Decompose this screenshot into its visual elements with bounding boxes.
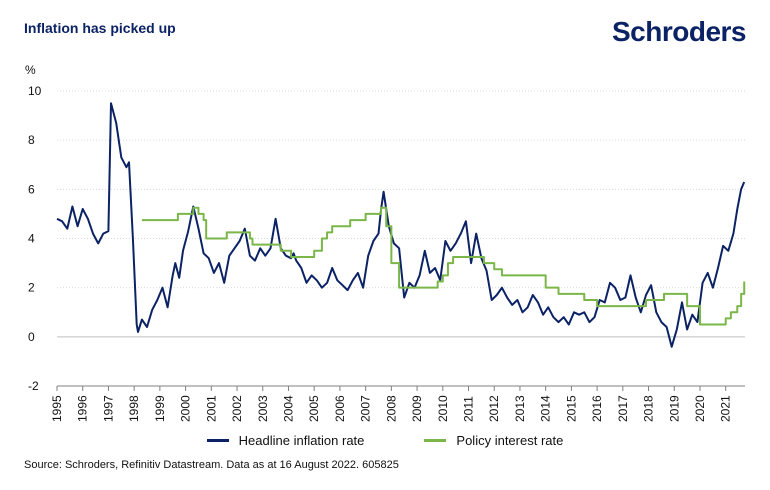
series-line-policy: [141, 206, 746, 326]
x-tick-label: 2020: [693, 395, 707, 422]
x-tick-label: 2015: [564, 395, 578, 422]
y-tick-label: 0: [28, 330, 35, 344]
x-tick-label: 2001: [204, 395, 218, 422]
source-note: Source: Schroders, Refinitiv Datastream.…: [24, 459, 399, 471]
x-axis: 1995 1996 1997 1998 1999 2000 2001 2002 2003 2004…: [50, 336, 745, 422]
x-tick-label: 1998: [127, 395, 141, 422]
y-tick-label: -2: [28, 379, 39, 393]
y-tick-label: 6: [28, 182, 35, 196]
x-tick-label: 2002: [230, 395, 244, 422]
x-tick-label: 2012: [487, 395, 501, 422]
x-tick-label: 2011: [462, 396, 476, 422]
x-tick-label: 2003: [256, 395, 270, 422]
x-tick-label: 2005: [307, 395, 321, 422]
series-lines: [56, 102, 746, 348]
y-tick-label: 8: [28, 133, 35, 147]
x-tick-label: 2018: [642, 395, 656, 422]
x-tick-label: 2007: [359, 395, 373, 422]
legend-label-policy: Policy interest rate: [456, 433, 564, 448]
chart-title: Inflation has picked up: [24, 20, 176, 36]
line-chart: -2 0 2 4 6 8 10 1995 1996 1997 1998 1999 2000 2001 20…: [28, 84, 746, 422]
legend-item-inflation: Headline inflation rate: [206, 433, 365, 448]
x-tick-label: 2017: [616, 395, 630, 422]
x-tick-label: 2009: [410, 395, 424, 422]
y-axis-unit-label: %: [25, 63, 36, 77]
legend: Headline inflation rate Policy interest …: [0, 433, 770, 448]
x-tick-label: 1996: [76, 395, 90, 422]
x-tick-label: 1997: [101, 395, 115, 422]
series-line-inflation: [56, 102, 746, 348]
x-tick-label: 2021: [719, 395, 733, 422]
x-tick-label: 2016: [590, 395, 604, 422]
x-tick-label: 1995: [50, 395, 64, 422]
y-axis-tick-labels: -2 0 2 4 6 8 10: [28, 84, 42, 393]
x-tick-label: 2006: [333, 395, 347, 422]
x-tick-label: 2010: [436, 395, 450, 422]
legend-label-inflation: Headline inflation rate: [238, 433, 365, 448]
x-tick-label: 2019: [667, 395, 681, 422]
y-tick-label: 10: [28, 84, 42, 98]
x-tick-label: 1999: [153, 395, 167, 422]
brand-logo: Schroders: [612, 16, 747, 47]
x-tick-label: 2000: [179, 395, 193, 422]
legend-swatch-inflation: [206, 439, 229, 442]
x-tick-label: 2004: [281, 395, 295, 422]
legend-swatch-policy: [424, 439, 447, 442]
x-tick-label: 2014: [539, 395, 553, 422]
x-tick-label: 2008: [384, 395, 398, 422]
y-tick-label: 4: [28, 232, 35, 246]
legend-item-policy: Policy interest rate: [424, 433, 563, 448]
x-tick-label: 2013: [513, 395, 527, 422]
gridlines: [57, 90, 745, 387]
y-tick-label: 2: [28, 281, 35, 295]
